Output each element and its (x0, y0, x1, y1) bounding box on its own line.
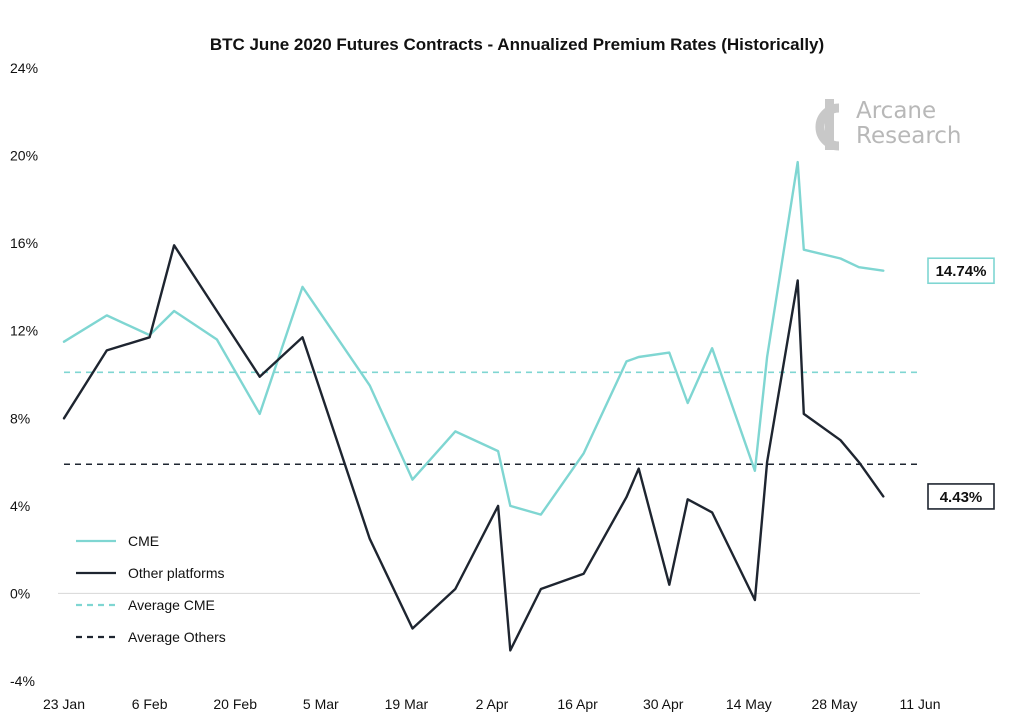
x-tick-label: 28 May (811, 696, 857, 712)
x-tick-label: 6 Feb (132, 696, 168, 712)
legend-item-cme: CME (76, 533, 159, 549)
y-tick-label: 16% (10, 235, 38, 251)
y-tick-label: 24% (10, 60, 38, 76)
x-tick-label: 14 May (726, 696, 772, 712)
y-tick-label: 20% (10, 148, 38, 164)
watermark: Arcane Research (815, 98, 962, 151)
x-tick-label: 2 Apr (476, 696, 509, 712)
reference-lines (64, 371, 920, 466)
x-tick-label: 16 Apr (557, 696, 598, 712)
x-axis: 23 Jan 6 Feb 20 Feb 5 Mar 19 Mar 2 Apr 16 Apr 3… (43, 696, 941, 712)
legend-item-other-platforms: Other platforms (76, 565, 224, 581)
series-lines (62, 160, 885, 652)
x-tick-label: 19 Mar (385, 696, 429, 712)
end-label-text: 4.43% (940, 489, 983, 506)
legend-item-average-others: Average Others (76, 629, 226, 645)
y-tick-label: 12% (10, 323, 38, 339)
y-axis: 24% 20% 16% 12% 8% 4% 0% -4% (10, 60, 920, 689)
legend-item-average-cme: Average CME (76, 597, 215, 613)
x-tick-label: 23 Jan (43, 696, 85, 712)
legend-label: Other platforms (128, 565, 224, 581)
legend: CME Other platforms Average CME Average Oth… (76, 533, 226, 645)
end-label-text: 14.74% (936, 263, 987, 280)
legend-label: Average Others (128, 629, 226, 645)
y-tick-label: 0% (10, 585, 30, 601)
end-labels: 14.74% 4.43% (927, 257, 995, 510)
y-tick-label: -4% (10, 673, 35, 689)
end-label-box (927, 483, 995, 510)
x-tick-label: 5 Mar (303, 696, 339, 712)
arcane-logo-icon (815, 99, 840, 151)
legend-label: Average CME (128, 597, 215, 613)
y-tick-label: 4% (10, 498, 30, 514)
watermark-line1: Arcane (856, 98, 936, 124)
end-label-box (927, 257, 995, 285)
other-platforms-series-line (62, 244, 885, 652)
other-platforms-end-label: 4.43% (927, 483, 995, 510)
cme-end-label: 14.74% (927, 257, 995, 285)
y-tick-label: 8% (10, 410, 30, 426)
x-tick-label: 11 Jun (900, 696, 941, 712)
cme-series-line (62, 160, 885, 516)
watermark-line2: Research (856, 123, 962, 149)
chart-title: BTC June 2020 Futures Contracts - Annual… (210, 35, 824, 54)
x-tick-label: 20 Feb (213, 696, 257, 712)
x-tick-label: 30 Apr (643, 696, 684, 712)
legend-label: CME (128, 533, 159, 549)
